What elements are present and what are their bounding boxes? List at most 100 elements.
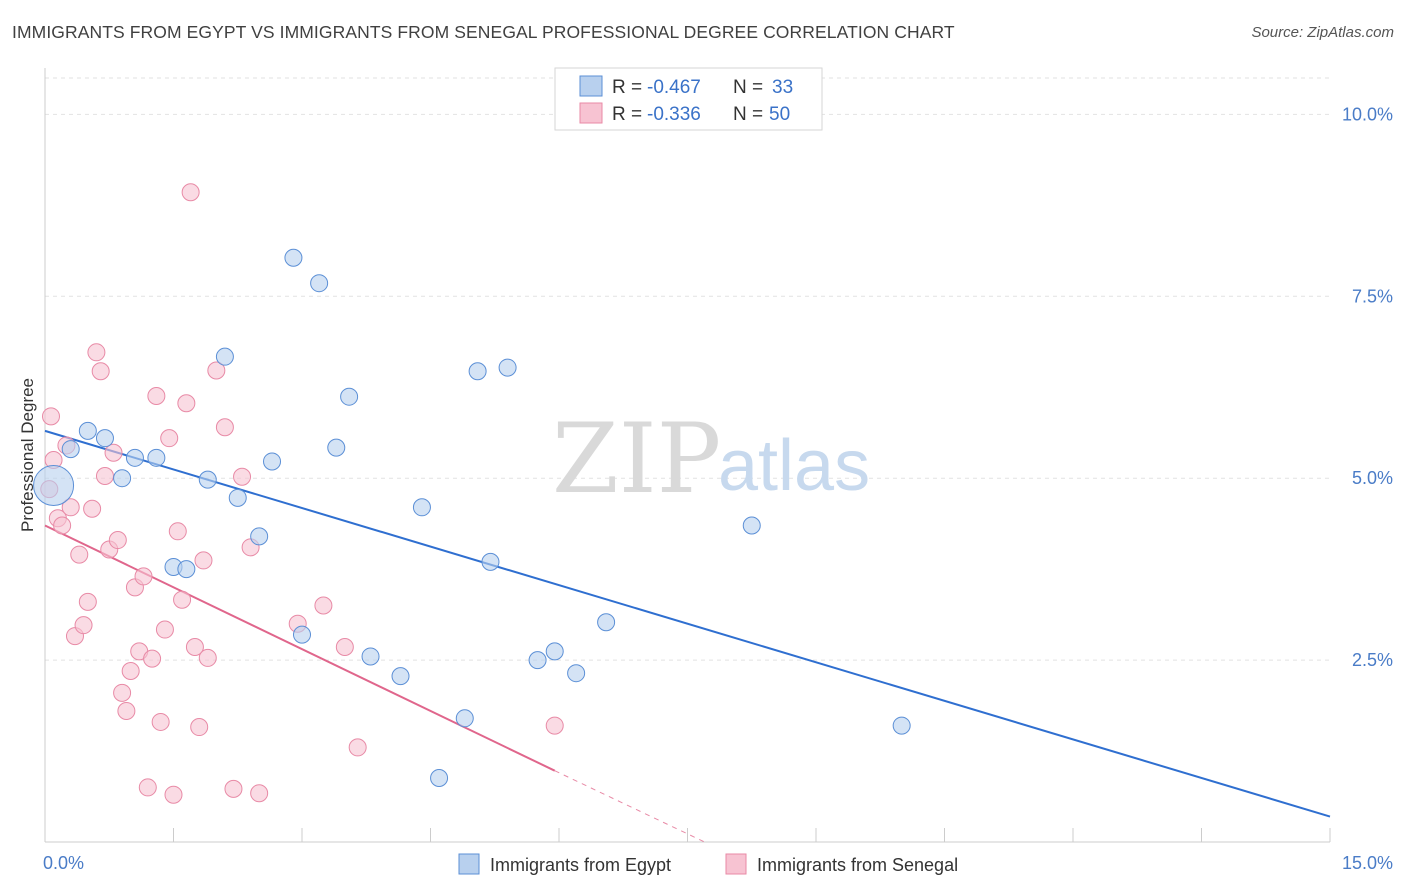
senegal-point: [117, 702, 136, 721]
egypt-point: [310, 274, 329, 293]
senegal-point: [143, 649, 162, 668]
grid-lines: [45, 77, 1330, 661]
egypt-point: [340, 387, 359, 406]
senegal-point: [104, 443, 123, 462]
source-label: Source: ZipAtlas.com: [1251, 24, 1394, 41]
egypt-point: [284, 248, 303, 267]
senegal-point: [181, 183, 200, 202]
egypt-r-value: -0.467: [647, 77, 701, 98]
egypt-point: [95, 429, 114, 448]
y-tick-label: 2.5%: [1352, 650, 1393, 670]
y-tick-label: 7.5%: [1352, 286, 1393, 306]
senegal-point: [78, 592, 97, 611]
senegal-point: [108, 531, 127, 550]
senegal-point: [87, 343, 106, 362]
senegal-point: [151, 712, 170, 731]
egypt-point: [481, 552, 500, 571]
senegal-trendline-extension: [554, 770, 705, 843]
senegal-point: [155, 620, 174, 639]
senegal-point: [160, 429, 179, 448]
egypt-point: [567, 664, 586, 683]
egypt-point: [327, 438, 346, 457]
egypt-point: [228, 488, 247, 507]
egypt-point: [113, 469, 132, 488]
senegal-point: [190, 718, 209, 737]
senegal-point: [173, 590, 192, 609]
y-tick-label: 5.0%: [1352, 468, 1393, 488]
senegal-point: [83, 499, 102, 518]
egypt-point: [125, 448, 144, 467]
egypt-point: [61, 440, 80, 459]
senegal-r-value: -0.336: [647, 104, 701, 125]
tick-labels: 2.5% 5.0% 7.5% 10.0% 0.0% 15.0%: [43, 104, 1393, 873]
senegal-trendline: [44, 524, 556, 772]
senegal-point: [164, 785, 183, 804]
egypt-point: [498, 358, 517, 377]
legend-egypt-label: Immigrants from Egypt: [490, 855, 671, 875]
egypt-point: [528, 651, 547, 670]
egypt-point: [455, 709, 474, 728]
egypt-r-label: R =: [612, 77, 642, 98]
egypt-point: [391, 667, 410, 686]
watermark: ZIP atlas: [552, 403, 870, 515]
stats-legend: R = -0.467 N = 33 R = -0.336 N = 50: [554, 67, 823, 131]
senegal-point: [61, 498, 80, 517]
senegal-point: [194, 551, 213, 570]
egypt-point: [468, 362, 487, 381]
senegal-point: [185, 637, 204, 656]
egypt-point: [263, 452, 282, 471]
egypt-point: [198, 470, 217, 489]
senegal-swatch: [579, 102, 603, 124]
egypt-point: [430, 768, 449, 787]
senegal-n-value: 50: [769, 104, 790, 125]
senegal-point: [348, 738, 367, 757]
senegal-point: [41, 407, 60, 426]
egypt-point: [250, 527, 269, 546]
senegal-point: [138, 778, 157, 797]
senegal-point: [113, 683, 132, 702]
egypt-point: [78, 421, 97, 440]
egypt-point: [33, 464, 75, 506]
senegal-points: [40, 183, 564, 804]
egypt-n-label: N =: [733, 77, 763, 98]
egypt-swatch: [579, 75, 603, 97]
egypt-point: [293, 625, 311, 644]
senegal-point: [91, 362, 110, 381]
senegal-point: [121, 662, 140, 681]
senegal-point: [168, 522, 187, 541]
egypt-point: [545, 642, 564, 661]
x-tick-label: 15.0%: [1342, 853, 1393, 873]
senegal-point: [207, 361, 226, 380]
senegal-point: [335, 637, 354, 656]
egypt-points: [33, 248, 911, 787]
senegal-point: [545, 716, 564, 735]
senegal-point: [224, 779, 243, 798]
trendlines: [44, 429, 1331, 843]
senegal-point: [74, 616, 93, 635]
egypt-point: [147, 448, 166, 467]
senegal-point: [250, 784, 269, 803]
x-tick-label: 0.0%: [43, 853, 84, 873]
senegal-r-label: R =: [612, 104, 642, 125]
senegal-point: [95, 467, 114, 486]
series-legend: Immigrants from Egypt Immigrants from Se…: [458, 853, 958, 875]
axes: [44, 68, 1331, 843]
egypt-point: [597, 613, 616, 632]
senegal-point: [314, 596, 333, 615]
egypt-point: [412, 498, 431, 517]
senegal-point: [134, 567, 153, 586]
egypt-trendline: [44, 429, 1331, 818]
senegal-point: [198, 648, 217, 667]
legend-senegal-swatch: [725, 853, 747, 875]
senegal-n-label: N =: [733, 104, 763, 125]
legend-egypt-swatch: [458, 853, 480, 875]
chart-title: IMMIGRANTS FROM EGYPT VS IMMIGRANTS FROM…: [12, 22, 955, 42]
egypt-n-value: 33: [772, 77, 793, 98]
y-tick-label: 10.0%: [1342, 104, 1393, 124]
egypt-point: [215, 347, 234, 366]
senegal-point: [147, 386, 166, 405]
legend-senegal-label: Immigrants from Senegal: [757, 855, 958, 875]
egypt-point: [177, 560, 196, 579]
watermark-atlas: atlas: [718, 426, 870, 506]
